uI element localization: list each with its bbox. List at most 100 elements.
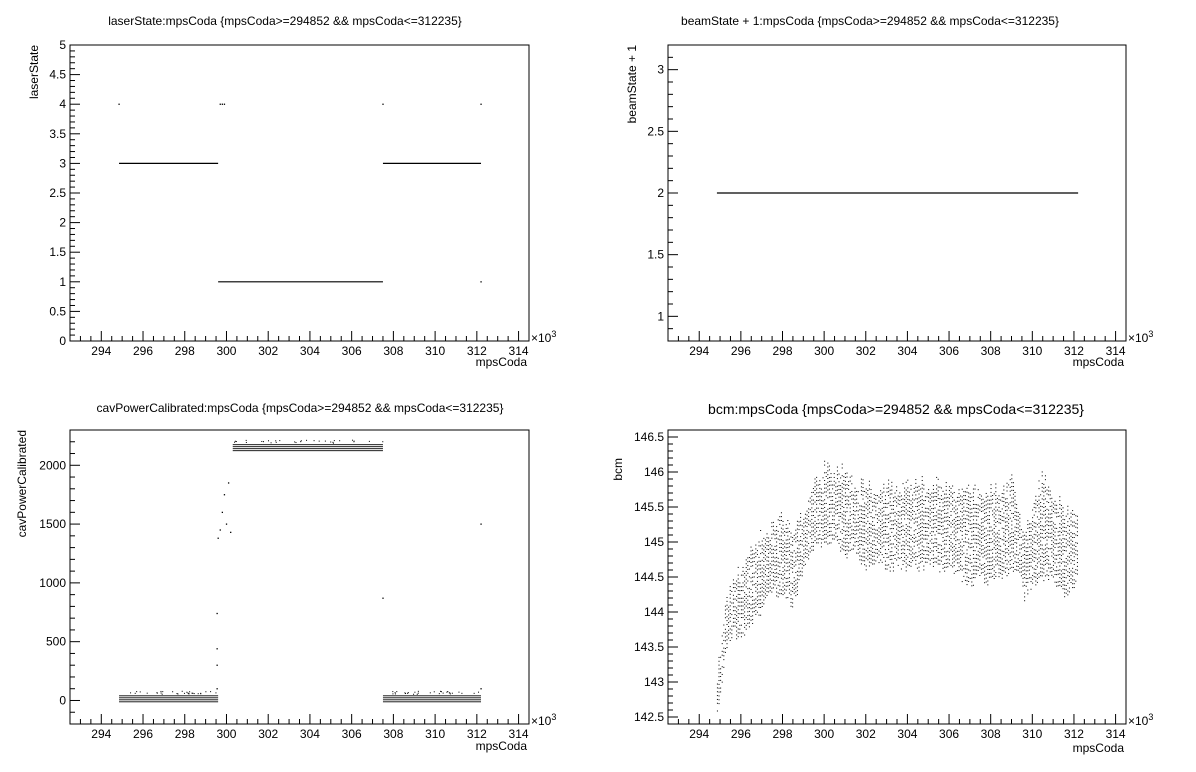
data-point xyxy=(843,518,845,520)
data-point xyxy=(952,547,954,549)
data-point xyxy=(768,537,770,539)
data-point xyxy=(1035,499,1037,501)
data-point xyxy=(888,502,890,504)
data-point xyxy=(1009,490,1011,492)
data-point xyxy=(929,563,931,565)
data-point xyxy=(1060,570,1062,572)
data-point xyxy=(1049,490,1051,492)
data-point xyxy=(984,528,986,530)
data-point xyxy=(1009,552,1011,554)
data-point xyxy=(752,561,754,563)
data-point xyxy=(915,521,917,523)
data-point xyxy=(931,542,933,544)
data-point xyxy=(950,495,952,497)
data-point xyxy=(745,605,747,607)
data-point xyxy=(830,526,832,528)
data-point xyxy=(832,519,834,521)
data-point xyxy=(809,536,811,538)
data-point xyxy=(752,565,754,567)
data-point xyxy=(1040,544,1042,546)
data-point xyxy=(960,495,962,497)
data-point xyxy=(969,558,971,560)
data-point xyxy=(1046,489,1048,491)
data-point xyxy=(1012,486,1014,488)
data-point xyxy=(748,595,750,597)
data-point xyxy=(912,506,914,508)
data-point xyxy=(985,508,987,510)
data-point xyxy=(1054,527,1056,529)
data-point xyxy=(763,603,765,605)
y-tick-label: 1.5 xyxy=(49,245,66,259)
data-point xyxy=(1008,542,1010,544)
data-point xyxy=(963,552,965,554)
data-point xyxy=(1024,569,1026,571)
data-point xyxy=(160,692,162,694)
data-point xyxy=(921,514,923,516)
data-point xyxy=(1062,584,1064,586)
data-point xyxy=(1067,525,1069,527)
data-point xyxy=(907,541,909,543)
data-point xyxy=(836,478,838,480)
data-point xyxy=(1038,511,1040,513)
data-point xyxy=(833,523,835,525)
data-point xyxy=(210,691,212,693)
data-point xyxy=(913,545,915,547)
data-point xyxy=(977,489,979,491)
data-point xyxy=(825,529,827,531)
data-point xyxy=(1052,534,1054,536)
data-point xyxy=(1027,562,1029,564)
data-point xyxy=(948,505,950,507)
data-point xyxy=(993,524,995,526)
data-point xyxy=(798,525,800,527)
data-point xyxy=(739,613,741,615)
data-point xyxy=(862,498,864,500)
data-point xyxy=(972,538,974,540)
data-point xyxy=(191,692,193,694)
data-point xyxy=(875,552,877,554)
data-point xyxy=(952,504,954,506)
data-point xyxy=(835,501,837,503)
data-point xyxy=(1067,532,1069,534)
data-point xyxy=(774,530,776,532)
data-point xyxy=(873,532,875,534)
data-point xyxy=(1019,544,1021,546)
data-point xyxy=(910,488,912,490)
data-point xyxy=(1054,523,1056,525)
data-point xyxy=(822,508,824,510)
data-point xyxy=(854,537,856,539)
data-point xyxy=(964,510,966,512)
data-point xyxy=(844,523,846,525)
data-point xyxy=(720,656,722,658)
data-point xyxy=(1065,585,1067,587)
data-point xyxy=(854,533,856,535)
data-point xyxy=(934,495,936,497)
data-point xyxy=(1056,527,1058,529)
data-point xyxy=(1036,531,1038,533)
data-point xyxy=(846,541,848,543)
data-point xyxy=(1068,568,1070,570)
data-point xyxy=(1032,540,1034,542)
data-point xyxy=(833,526,835,528)
data-point xyxy=(857,521,859,523)
data-point xyxy=(756,550,758,552)
data-point xyxy=(824,526,826,528)
data-point xyxy=(812,499,814,501)
data-point xyxy=(828,527,830,529)
data-point xyxy=(766,591,768,593)
data-point xyxy=(1019,571,1021,573)
data-point xyxy=(1044,506,1046,508)
data-point xyxy=(992,548,994,550)
data-point xyxy=(793,581,795,583)
data-point xyxy=(1052,503,1054,505)
data-point xyxy=(889,570,891,572)
data-point xyxy=(944,493,946,495)
data-point xyxy=(870,550,872,552)
data-point xyxy=(995,525,997,527)
data-point xyxy=(884,522,886,524)
data-point xyxy=(755,610,757,612)
data-point xyxy=(848,542,850,544)
data-point xyxy=(816,526,818,528)
data-point xyxy=(772,575,774,577)
data-point xyxy=(875,514,877,516)
data-point xyxy=(880,536,882,538)
